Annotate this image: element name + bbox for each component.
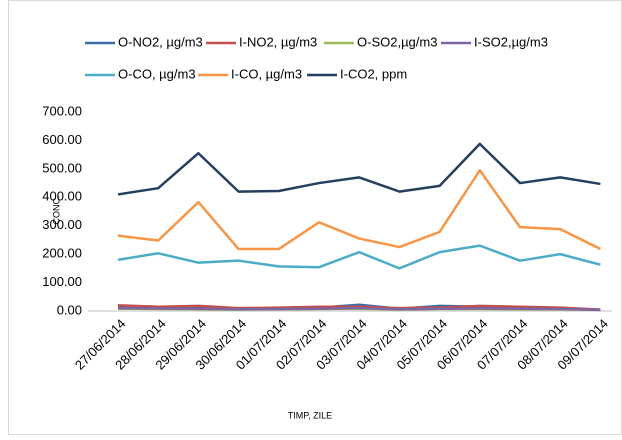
y-tick-label: 600.00 [42,132,82,147]
legend-label: O-CO, µg/m3 [118,66,196,81]
y-tick-label: 700.00 [42,103,82,118]
y-axis-label: CONC. [51,196,61,225]
legend-label: O-NO2, µg/m3 [118,34,203,49]
legend-label: I-SO2,µg/m3 [474,34,548,49]
legend-label: I-CO2, ppm [340,66,407,81]
series-line [117,304,601,311]
y-tick-label: 100.00 [42,274,82,289]
legend-label: I-NO2, µg/m3 [239,34,317,49]
series-line [117,142,601,196]
chart-frame [8,0,622,435]
y-tick-label: 500.00 [42,160,82,175]
y-tick-label: 300.00 [42,217,82,232]
y-tick-label: 200.00 [42,246,82,261]
x-axis-label: TIMP, ZILE [288,410,332,420]
series-line [117,244,601,270]
legend-label: O-SO2,µg/m3 [357,34,437,49]
series-line [117,169,601,251]
legend-label: I-CO, µg/m3 [231,66,302,81]
y-tick-label: 0.00 [57,302,82,317]
y-tick-label: 400.00 [42,189,82,204]
series-line [117,306,601,312]
